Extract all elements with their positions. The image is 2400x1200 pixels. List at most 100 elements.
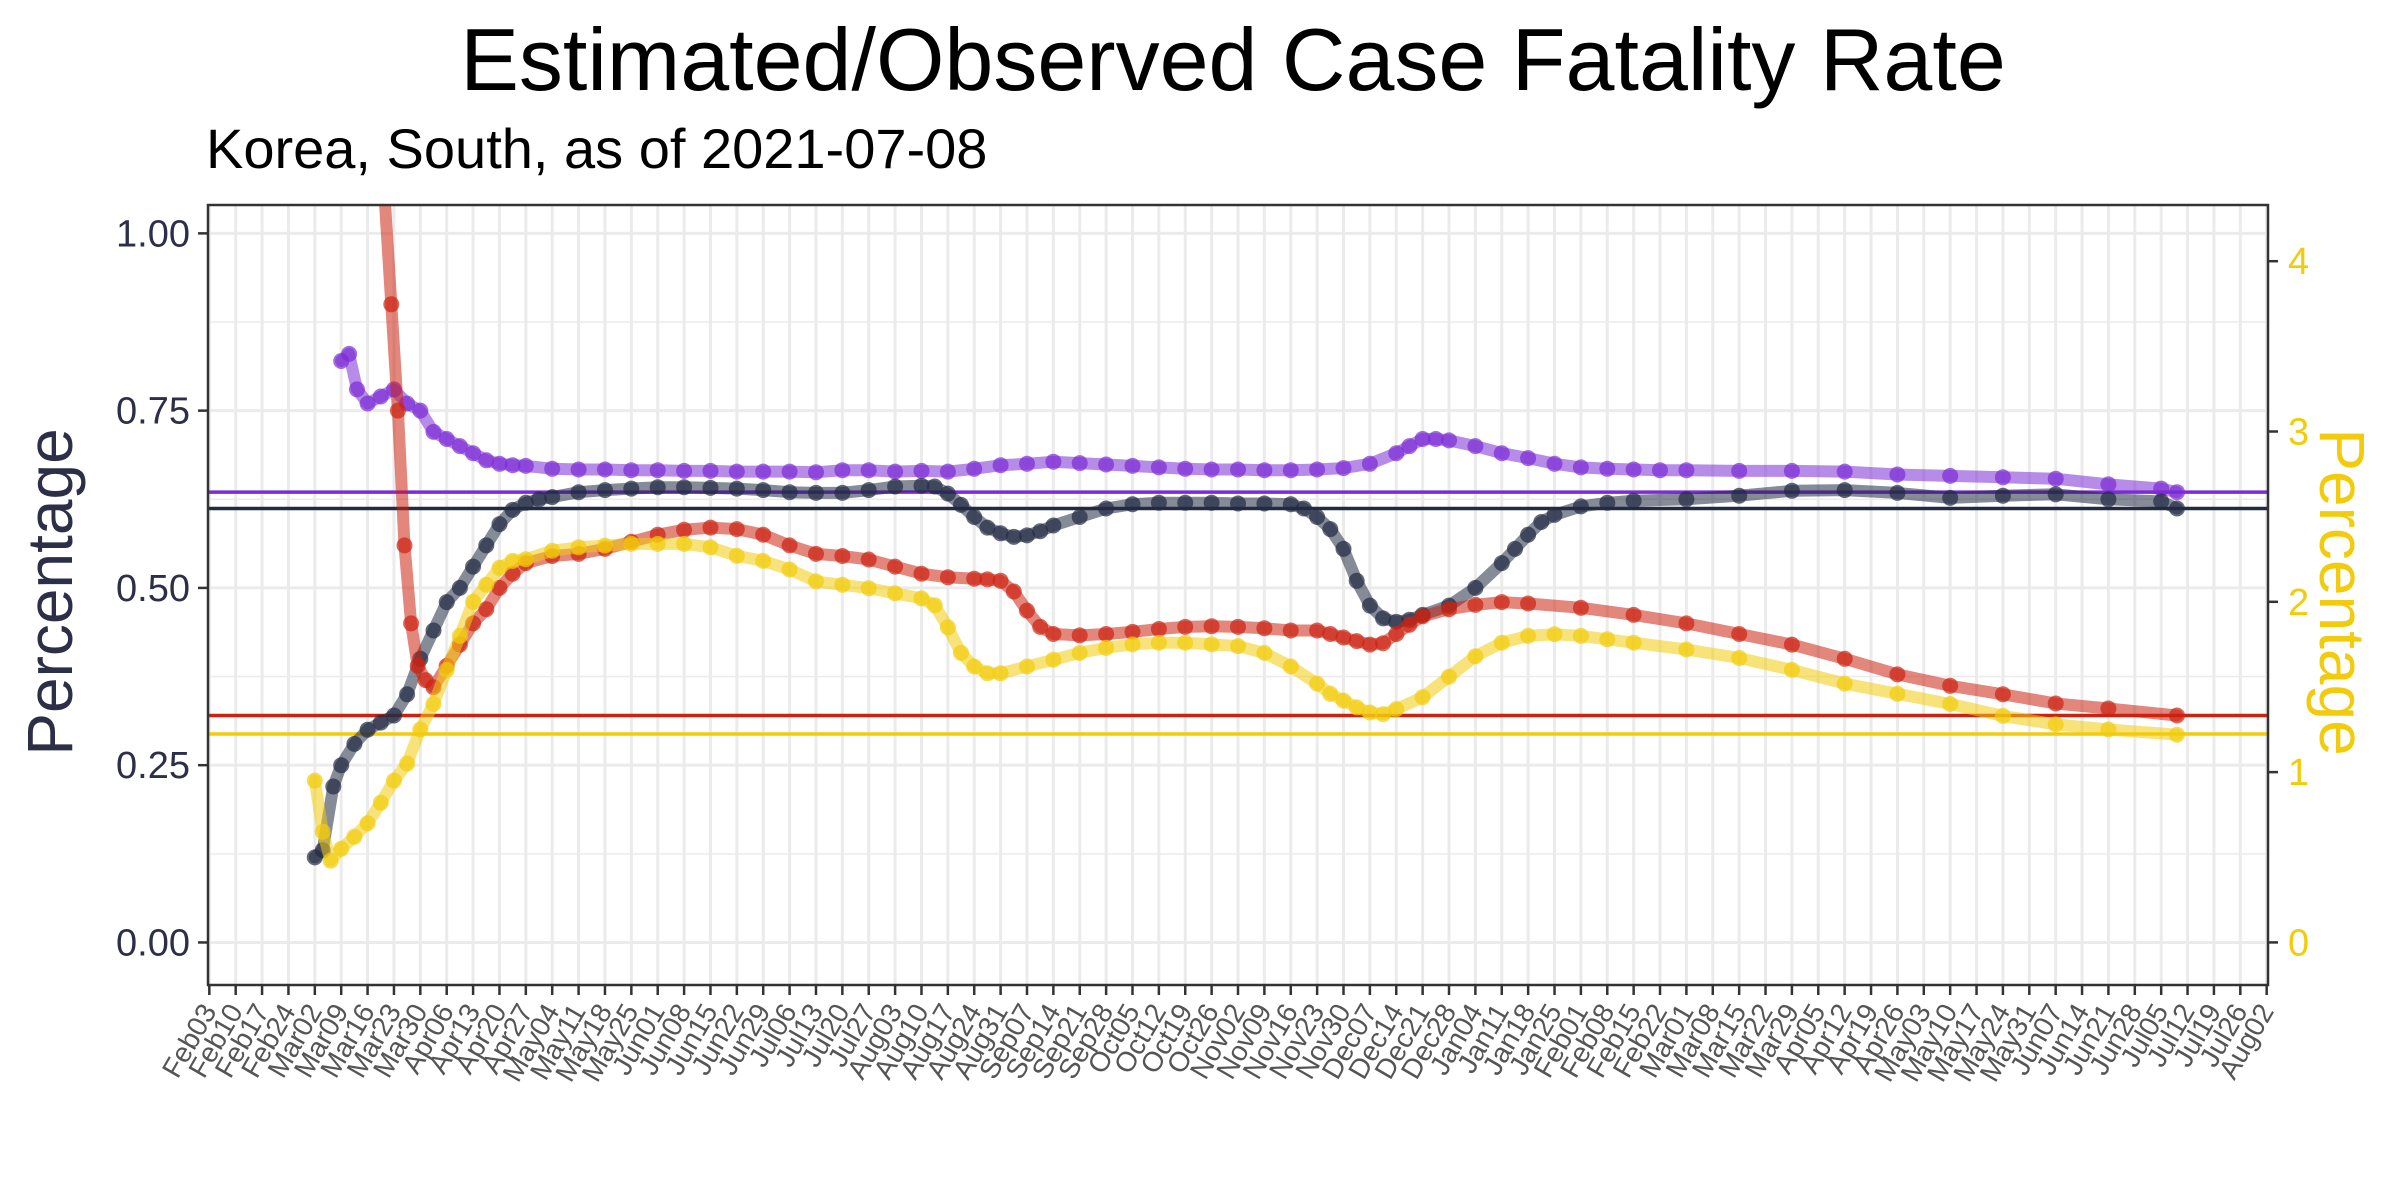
series-point-3 [306,772,323,789]
series-point-0 [478,452,495,469]
series-point-0 [597,461,613,478]
series-point-1 [913,477,930,494]
series-point-0 [504,457,521,474]
series-point-3 [465,593,482,610]
series-point-3 [926,597,943,614]
series-point-2 [1520,595,1537,612]
series-point-0 [1388,445,1405,462]
series-point-3 [399,755,416,772]
series-point-2 [1203,618,1220,635]
series-point-3 [808,573,824,590]
series-point-1 [1507,540,1523,557]
series-point-1 [979,519,996,536]
series-point-0 [1625,461,1642,478]
series-point-0 [992,457,1009,474]
series-point-0 [1652,462,1668,479]
series-point-3 [953,644,969,661]
series-point-2 [1150,621,1167,637]
series-point-3 [1388,701,1405,718]
series-point-2 [409,657,426,674]
series-point-2 [728,521,745,538]
series-point-0 [1335,460,1352,477]
series-point-1 [465,558,482,575]
series-point-0 [438,431,455,447]
series-point-1 [1322,521,1339,538]
y-tick-label-left: 0.00 [116,922,190,964]
series-point-2 [1625,606,1642,623]
series-point-0 [781,463,798,480]
series-point-3 [333,840,350,857]
series-point-3 [1441,668,1457,685]
series-point-2 [1441,601,1457,618]
series-point-3 [412,721,429,738]
series-point-0 [570,461,587,478]
y-tick-label-left: 1.00 [116,213,190,255]
series-point-1 [1177,494,1194,511]
series-point-3 [359,815,376,832]
series-point-2 [1032,618,1049,635]
series-point-1 [570,484,587,501]
series-point-1 [992,525,1009,542]
series-point-0 [517,457,534,474]
series-point-3 [517,551,534,568]
series-point-0 [649,462,666,479]
x-axis: Feb03Feb10Feb17Feb24Mar02Mar09Mar16Mar23… [156,985,2280,1087]
series-point-3 [1731,650,1748,666]
series-point-1 [1019,527,1035,544]
series-point-1 [2169,500,2185,517]
series-point-2 [1572,599,1589,616]
series-point-2 [808,545,824,562]
series-point-1 [2153,493,2170,510]
series-point-3 [1625,634,1642,651]
y-axis-title-right: Percentage [2306,428,2378,755]
series-point-3 [491,559,508,576]
series-point-2 [1256,620,1273,637]
series-point-1 [1678,491,1695,508]
series-point-0 [939,463,956,480]
series-point-2 [1889,666,1906,683]
series-point-1 [1203,494,1220,511]
series-point-0 [372,388,389,405]
series-point-3 [346,828,363,845]
series-point-3 [1256,644,1273,661]
series-point-3 [1203,636,1220,653]
series-point-3 [979,665,996,682]
series-point-3 [1599,631,1616,648]
series-point-1 [544,489,561,506]
series-point-0 [1572,459,1589,476]
series-point-3 [728,547,745,564]
series-point-0 [1019,455,1035,472]
series-point-0 [359,395,376,412]
series-point-2 [1942,677,1959,694]
series-point-0 [465,445,482,462]
series-point-1 [808,484,824,501]
series-point-3 [1375,706,1392,723]
series-point-2 [2047,695,2064,712]
series-point-2 [1071,627,1088,644]
series-point-0 [1230,461,1246,478]
series-point-3 [702,539,719,556]
series-point-1 [1282,496,1299,513]
series-point-0 [1520,450,1537,467]
series-point-1 [1361,597,1378,614]
series-point-1 [1994,487,2011,504]
series-point-1 [1005,528,1022,545]
series-point-3 [1019,658,1035,675]
series-point-2 [1348,633,1365,650]
series-point-1 [1599,494,1616,511]
series-point-1 [1098,500,1115,517]
series-point-0 [412,402,429,419]
series-point-1 [1520,526,1537,543]
series-point-0 [1401,438,1418,455]
series-point-2 [887,558,904,575]
series-point-0 [808,464,824,481]
series-point-0 [2100,476,2117,493]
series-point-1 [1572,498,1589,515]
series-point-3 [1348,699,1365,716]
series-point-1 [2047,486,2064,503]
series-point-0 [834,462,851,479]
series-point-3 [2047,716,2064,733]
series-point-3 [992,665,1009,682]
